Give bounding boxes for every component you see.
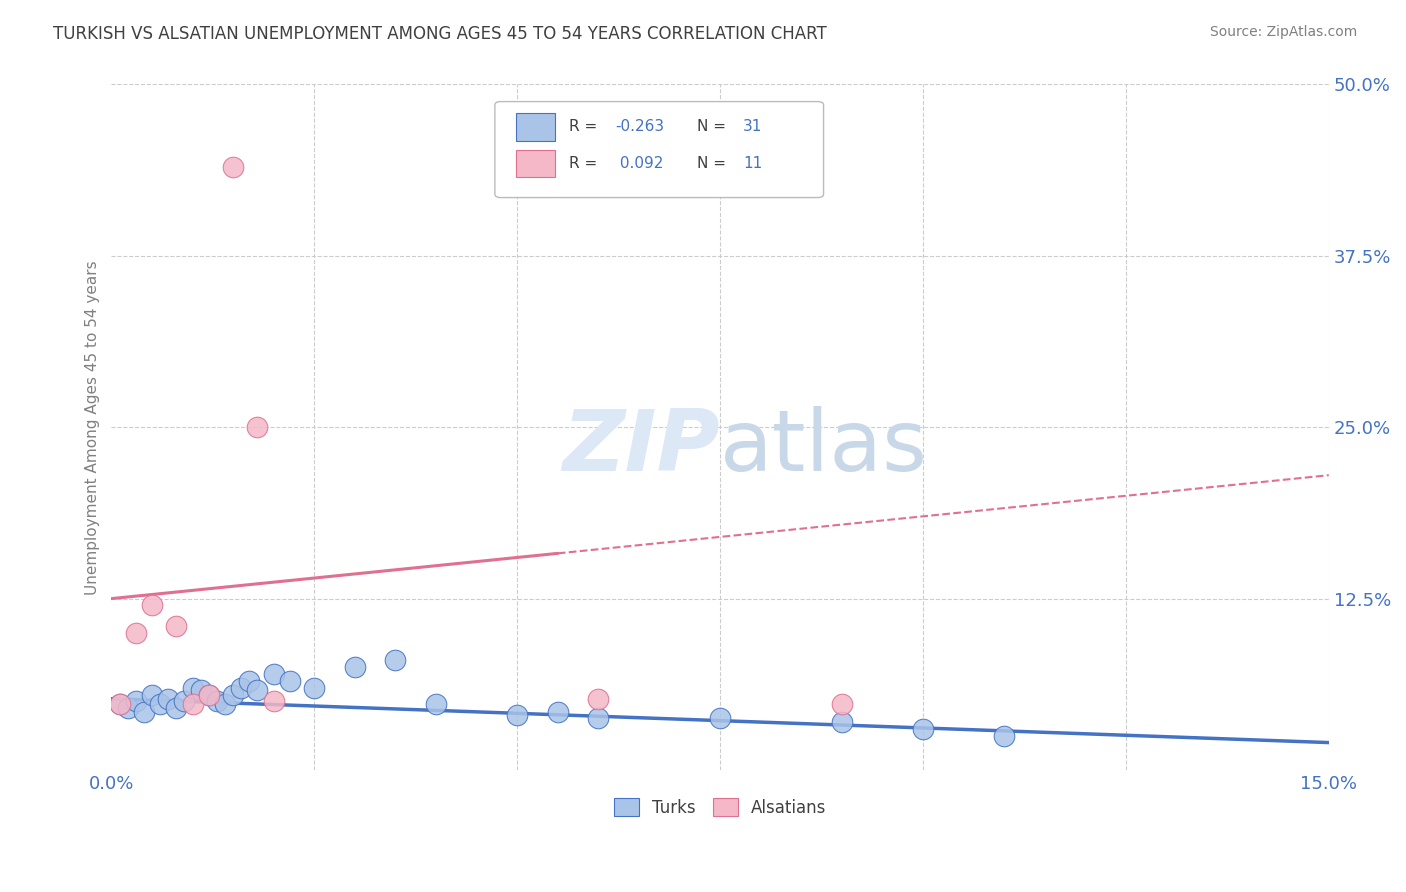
Point: [547, 706, 569, 720]
Legend: Turks, Alsatians: Turks, Alsatians: [607, 791, 832, 823]
Point: [108, 697, 131, 711]
Point: [588, 711, 610, 725]
Point: [831, 714, 853, 729]
Point: [231, 681, 253, 695]
Point: [831, 697, 853, 711]
Point: [709, 711, 731, 725]
Text: R =: R =: [569, 120, 602, 135]
Text: ZIP: ZIP: [562, 406, 720, 490]
Point: [263, 667, 285, 681]
Text: atlas: atlas: [720, 406, 928, 490]
Point: [222, 160, 245, 174]
Point: [149, 697, 172, 711]
Point: [425, 697, 447, 711]
Text: N =: N =: [697, 120, 731, 135]
Point: [132, 706, 155, 720]
FancyBboxPatch shape: [516, 113, 554, 141]
Point: [911, 722, 934, 736]
Point: [205, 694, 228, 708]
Point: [263, 694, 285, 708]
Y-axis label: Unemployment Among Ages 45 to 54 years: Unemployment Among Ages 45 to 54 years: [86, 260, 100, 595]
Point: [214, 697, 236, 711]
Point: [246, 420, 269, 434]
Point: [117, 701, 139, 715]
Point: [141, 688, 163, 702]
Point: [278, 673, 301, 688]
Text: 0.092: 0.092: [616, 156, 664, 170]
Point: [181, 697, 204, 711]
Point: [190, 683, 212, 698]
Point: [165, 619, 187, 633]
Point: [108, 697, 131, 711]
Point: [157, 691, 180, 706]
Point: [222, 688, 245, 702]
Point: [588, 691, 610, 706]
Point: [993, 729, 1015, 743]
Point: [506, 708, 529, 723]
Point: [181, 681, 204, 695]
Point: [141, 599, 163, 613]
Point: [384, 653, 406, 667]
Point: [198, 688, 221, 702]
Text: TURKISH VS ALSATIAN UNEMPLOYMENT AMONG AGES 45 TO 54 YEARS CORRELATION CHART: TURKISH VS ALSATIAN UNEMPLOYMENT AMONG A…: [53, 25, 827, 43]
Point: [125, 694, 148, 708]
Point: [165, 701, 187, 715]
Text: 31: 31: [744, 120, 762, 135]
Point: [198, 688, 221, 702]
FancyBboxPatch shape: [495, 102, 824, 197]
Text: R =: R =: [569, 156, 602, 170]
Point: [173, 694, 195, 708]
Point: [343, 660, 366, 674]
FancyBboxPatch shape: [516, 150, 554, 177]
Point: [125, 626, 148, 640]
Text: Source: ZipAtlas.com: Source: ZipAtlas.com: [1209, 25, 1357, 39]
Text: -0.263: -0.263: [616, 120, 665, 135]
Point: [238, 673, 260, 688]
Point: [304, 681, 326, 695]
Point: [246, 683, 269, 698]
Text: 11: 11: [744, 156, 762, 170]
Text: N =: N =: [697, 156, 731, 170]
